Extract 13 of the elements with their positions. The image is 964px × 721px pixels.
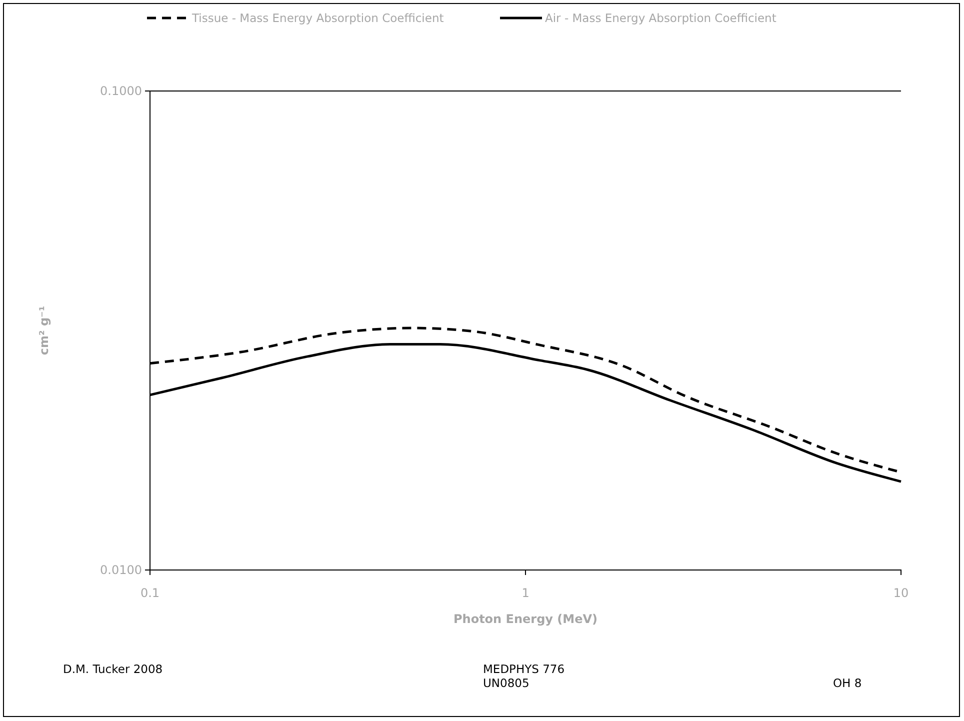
- legend-label: Tissue - Mass Energy Absorption Coefficient: [191, 11, 444, 25]
- y-tick-label: 0.0100: [100, 562, 142, 577]
- x-tick-label: 10: [893, 586, 909, 600]
- text: MEDPHYS 776: [483, 662, 565, 676]
- text: OH 8: [833, 676, 862, 690]
- x-tick-label: 0.1: [140, 586, 160, 600]
- text: D.M. Tucker 2008: [63, 662, 163, 676]
- x-axis-title: Photon Energy (MeV): [453, 612, 598, 626]
- y-axis-title: cm² g⁻¹: [37, 306, 51, 356]
- y-tick-label: 0.1000: [100, 84, 142, 98]
- legend-label: Air - Mass Energy Absorption Coefficient: [545, 11, 777, 25]
- x-tick-label: 1: [522, 586, 530, 600]
- text: UN0805: [483, 676, 530, 690]
